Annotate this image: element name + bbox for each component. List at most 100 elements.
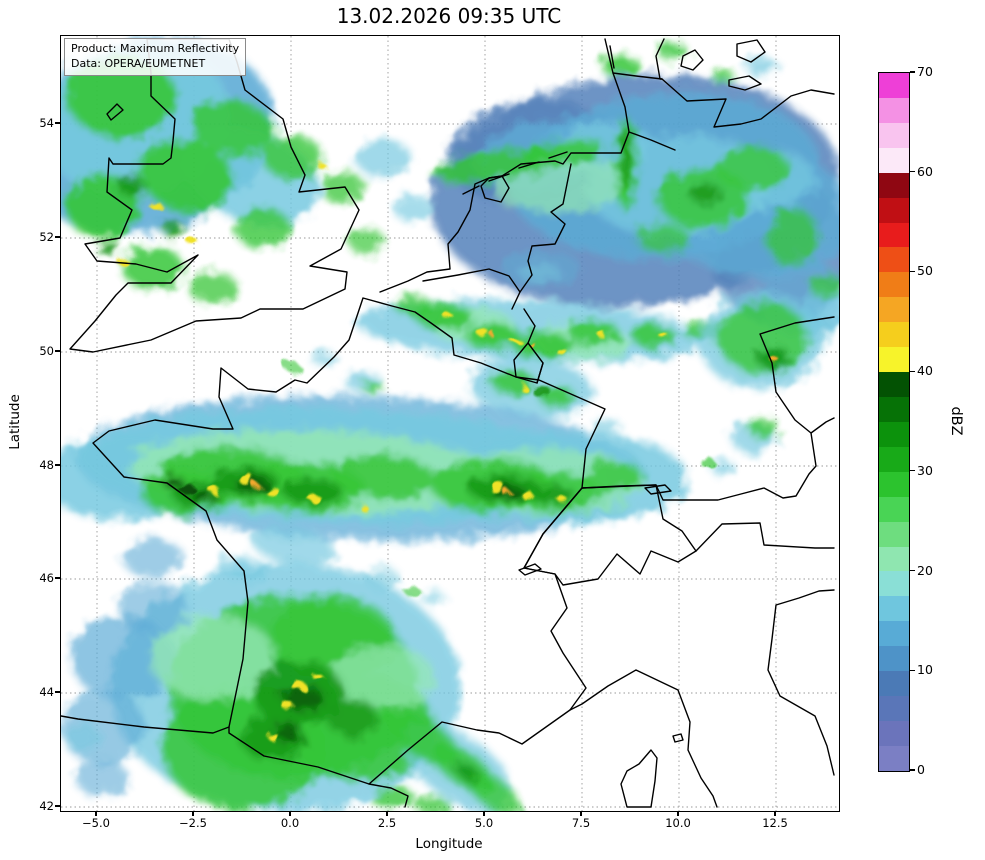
radar-echo-blob — [442, 312, 452, 318]
y-tick-mark — [55, 350, 60, 352]
radar-echo-blob — [163, 476, 183, 488]
radar-echo-blob — [283, 685, 323, 711]
x-tick-mark — [386, 811, 388, 816]
radar-echo-blob — [274, 724, 302, 742]
radar-echo-blob — [98, 241, 118, 255]
map-plot-area — [60, 35, 840, 812]
spain-north-coast — [61, 715, 230, 734]
radar-echo-blob — [712, 460, 734, 476]
y-tick-mark — [55, 577, 60, 579]
radar-echo-blob — [117, 582, 189, 634]
radar-echo-blob — [767, 208, 819, 268]
colorbar-tick-mark — [909, 270, 915, 273]
colorbar-segment — [879, 122, 909, 148]
radar-echo-blob — [191, 490, 215, 504]
jutland-baltic-coast — [655, 38, 835, 128]
radar-echo-blob — [359, 504, 367, 510]
sylt-island — [609, 45, 615, 69]
y-tick-mark — [55, 122, 60, 124]
switzerland-outline — [523, 484, 697, 586]
radar-echo-blob — [285, 363, 301, 373]
radar-echo-blob — [307, 493, 319, 501]
radar-echo-blob — [770, 356, 778, 362]
radar-echo-blob — [191, 99, 275, 157]
radar-echo-blob — [521, 139, 605, 165]
colorbar-tick-mark — [909, 470, 915, 472]
radar-echo-blob — [422, 591, 444, 605]
colorbar-tick-label: 50 — [917, 263, 933, 279]
colorbar-segment — [879, 621, 909, 647]
radar-echo-blob — [602, 55, 640, 77]
radar-echo-blob — [327, 699, 379, 737]
ijsselmeer — [480, 175, 510, 203]
radar-echo-blob — [809, 274, 839, 298]
colorbar-segment — [879, 696, 909, 721]
radar-echo-blob — [557, 496, 567, 502]
radar-echo-blob — [658, 44, 688, 60]
colorbar-tick-mark — [909, 171, 915, 173]
colorbar-segment — [879, 421, 909, 447]
colorbar-segment — [879, 73, 909, 98]
radar-echo-blob — [489, 482, 505, 492]
y-tick-mark — [55, 464, 60, 466]
product-line: Product: Maximum Reflectivity — [71, 42, 240, 55]
radar-echo-blob — [263, 136, 323, 180]
radar-echo-blob — [513, 332, 573, 360]
y-tick-mark — [55, 691, 60, 693]
radar-echo-blob — [189, 272, 237, 304]
x-tick-label: −2.5 — [179, 816, 207, 830]
radar-echo-blob — [319, 164, 327, 170]
colorbar-tick-label: 60 — [917, 163, 933, 179]
radar-echo-blob — [311, 351, 335, 365]
colorbar-segment — [879, 745, 909, 771]
radar-echo-blob — [348, 228, 384, 254]
colorbar-segment — [879, 571, 909, 597]
radar-echo-blob — [268, 733, 278, 741]
x-tick-mark — [580, 811, 582, 816]
page-title: 13.02.2026 09:35 UTC — [336, 4, 562, 28]
benelux-german-coast — [379, 38, 630, 293]
italy-west-coast — [569, 669, 718, 808]
x-axis-label: Longitude — [415, 836, 483, 852]
radar-echo-blob — [395, 296, 431, 316]
radar-echo-blob — [235, 208, 291, 248]
x-tick-label: 12.5 — [762, 816, 788, 830]
radar-echo-blob — [583, 461, 643, 493]
radar-echo-blob — [690, 184, 722, 204]
colorbar-tick-label: 70 — [917, 64, 933, 79]
x-tick-mark — [192, 811, 194, 816]
y-tick-label: 54 — [39, 116, 54, 130]
radar-echo-blob — [123, 538, 183, 578]
radar-echo-blob — [466, 771, 520, 811]
radar-echo-blob — [745, 57, 777, 75]
austria-italy-border — [695, 522, 835, 552]
radar-echo-blob — [313, 674, 323, 680]
radar-echo-blob — [331, 646, 435, 710]
radar-echo-blob — [188, 238, 198, 246]
colorbar-tick-mark — [909, 370, 915, 372]
isle-of-man — [106, 103, 124, 121]
colorbar-segment — [879, 197, 909, 223]
colorbar-segment — [879, 720, 909, 746]
lake-geneva — [518, 563, 542, 576]
radar-echo-blob — [512, 339, 522, 345]
radar-echo-blob — [748, 418, 778, 438]
radar-echo-blob — [239, 475, 255, 485]
y-tick-label: 52 — [39, 230, 54, 244]
colorbar-segment — [879, 147, 909, 173]
x-tick-label: 10.0 — [665, 816, 691, 830]
y-axis-label: Latitude — [7, 394, 23, 450]
y-tick-mark — [55, 805, 60, 807]
radar-echo-blob — [557, 349, 567, 355]
y-tick-label: 48 — [39, 458, 54, 472]
colorbar-tick-mark — [909, 769, 915, 771]
radar-echo-blob — [476, 328, 488, 336]
radar-echo-blob — [405, 587, 421, 597]
radar-echo-blob — [138, 139, 234, 213]
colorbar-segment — [879, 297, 909, 323]
radar-echo-blob — [266, 488, 280, 496]
radar-echo-blob — [637, 223, 689, 253]
radar-echo-blob — [454, 762, 482, 784]
radar-echo-blob — [71, 616, 175, 700]
